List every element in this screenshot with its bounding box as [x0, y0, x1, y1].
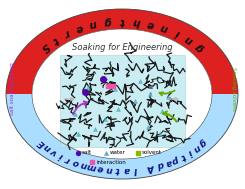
Text: g: g	[103, 16, 111, 27]
Text: water: water	[110, 150, 126, 156]
Text: v: v	[49, 146, 59, 157]
Text: i: i	[186, 147, 194, 156]
Text: n: n	[191, 142, 202, 153]
Text: i: i	[174, 28, 181, 38]
Text: e: e	[147, 19, 155, 30]
Text: n: n	[183, 33, 195, 46]
Text: t: t	[179, 151, 187, 161]
Text: t: t	[115, 165, 120, 174]
Text: e: e	[97, 163, 104, 173]
Text: solvent: solvent	[142, 150, 162, 156]
Text: g: g	[193, 41, 205, 53]
Text: i: i	[57, 151, 64, 160]
Text: n: n	[105, 165, 112, 174]
Text: Soaking for Engineering: Soaking for Engineering	[72, 43, 172, 51]
Text: salt soaking during: salt soaking during	[10, 63, 14, 115]
Ellipse shape	[32, 29, 212, 159]
Text: r: r	[64, 154, 72, 164]
Text: g: g	[197, 137, 208, 148]
Text: d: d	[156, 160, 165, 170]
Text: t: t	[50, 34, 60, 45]
Text: a: a	[123, 165, 130, 174]
Text: S: S	[38, 41, 51, 53]
Text: Soaking solvent: Soaking solvent	[231, 67, 235, 111]
Polygon shape	[6, 94, 238, 179]
Text: salt: salt	[82, 150, 92, 156]
Polygon shape	[6, 9, 238, 94]
Text: interaction: interaction	[96, 160, 126, 164]
Text: A: A	[148, 162, 157, 172]
Text: n: n	[88, 18, 98, 30]
Text: r: r	[62, 27, 71, 39]
Text: o: o	[71, 157, 80, 167]
Bar	[60, 55, 185, 147]
Text: m: m	[86, 161, 98, 172]
Text: t: t	[120, 16, 124, 26]
Text: n: n	[42, 142, 53, 153]
Text: n: n	[79, 160, 88, 170]
Text: l: l	[133, 165, 137, 174]
Text: a: a	[164, 157, 173, 167]
Text: E: E	[36, 137, 47, 148]
Text: p: p	[171, 154, 181, 165]
Text: h: h	[133, 16, 141, 27]
Text: e: e	[74, 22, 84, 34]
Text: n: n	[159, 22, 170, 34]
